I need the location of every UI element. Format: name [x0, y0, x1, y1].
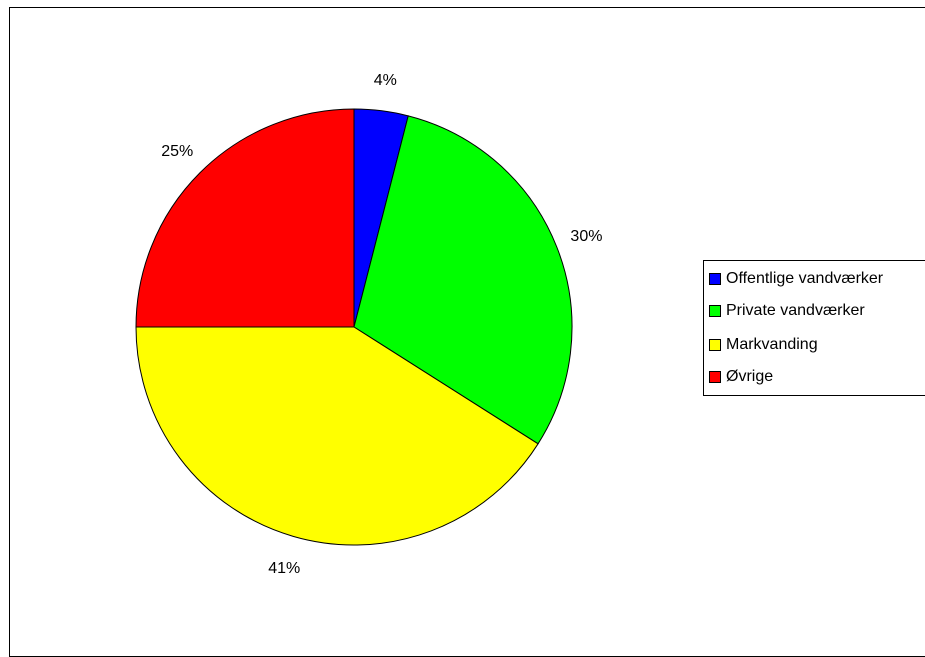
legend-item-ovrige: Øvrige [709, 367, 773, 387]
data-label-ovrige: 25% [161, 143, 193, 160]
pie-slice-ovrige [135, 108, 355, 328]
pie-slice-markvanding [135, 326, 539, 546]
legend: Offentlige vandværker Private vandværker… [703, 260, 925, 396]
legend-label: Markvanding [726, 336, 818, 353]
legend-label: Private vandværker [726, 302, 865, 319]
legend-item-private-vandvaerker: Private vandværker [709, 301, 865, 321]
legend-swatch [709, 273, 721, 285]
legend-label: Øvrige [726, 368, 774, 385]
legend-swatch [709, 371, 721, 383]
data-label-markvanding: 41% [268, 560, 300, 577]
legend-swatch [709, 305, 721, 317]
pie-slice-private-vandvaerker [353, 115, 573, 445]
legend-item-markvanding: Markvanding [709, 335, 818, 355]
data-label-private-vandvaerker: 30% [570, 228, 602, 245]
data-label-offentlige-vandvaerker: 4% [374, 72, 397, 89]
pie-chart: 4% 30% 41% 25% [135, 72, 602, 577]
legend-item-offentlige-vandvaerker: Offentlige vandværker [709, 269, 883, 289]
legend-label: Offentlige vandværker [726, 270, 884, 287]
legend-swatch [709, 339, 721, 351]
